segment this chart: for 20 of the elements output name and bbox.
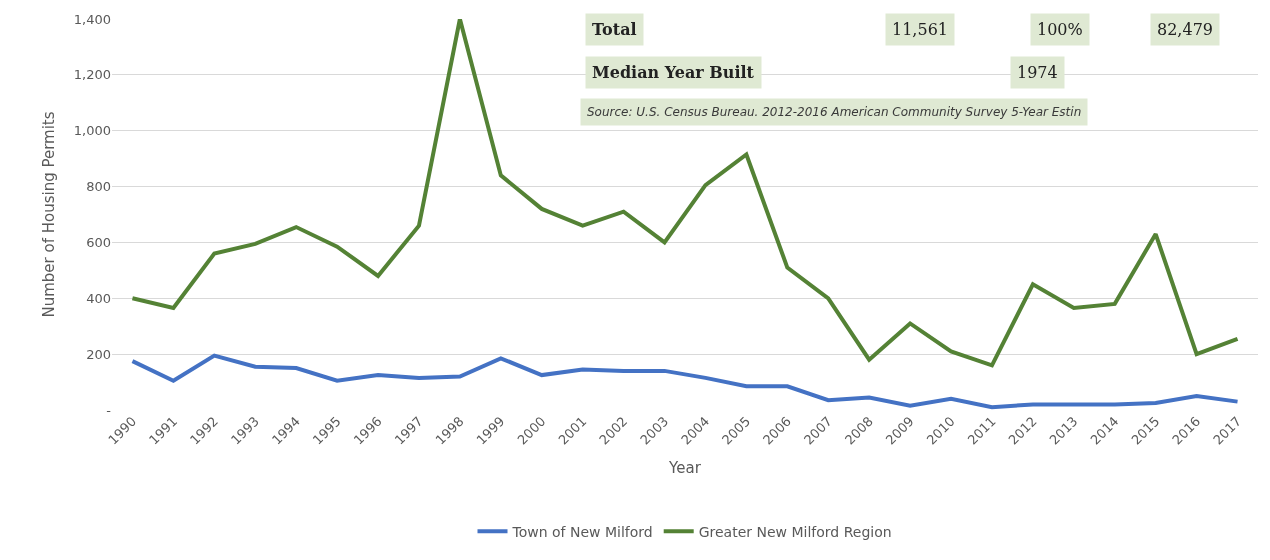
x-axis-title: Year: [668, 458, 702, 477]
y-tick-label: 400: [86, 290, 111, 306]
y-tick-label: 1,000: [73, 123, 111, 139]
y-tick-label: 600: [86, 234, 111, 250]
annotation: Total: [592, 20, 637, 39]
y-tick-label: -: [106, 402, 112, 418]
annotation: 11,561: [892, 20, 948, 39]
y-tick-label: 1,200: [73, 67, 111, 83]
y-tick-label: 200: [86, 346, 111, 362]
legend-label: Town of New Milford: [511, 523, 653, 540]
y-tick-label: 1,400: [73, 11, 111, 27]
annotation: 82,479: [1157, 20, 1213, 39]
y-axis-title: Number of Housing Permits: [40, 111, 59, 318]
annotation: Source: U.S. Census Bureau. 2012-2016 American Community Survey 5-Year Estin: [587, 105, 1082, 119]
y-tick-label: 800: [86, 179, 111, 195]
annotation: 1974: [1017, 63, 1058, 82]
annotation: Median Year Built: [592, 63, 755, 82]
annotation: 100%: [1037, 20, 1083, 39]
line-series: [130, 19, 1240, 368]
legend-label: Greater New Milford Region: [698, 523, 892, 540]
